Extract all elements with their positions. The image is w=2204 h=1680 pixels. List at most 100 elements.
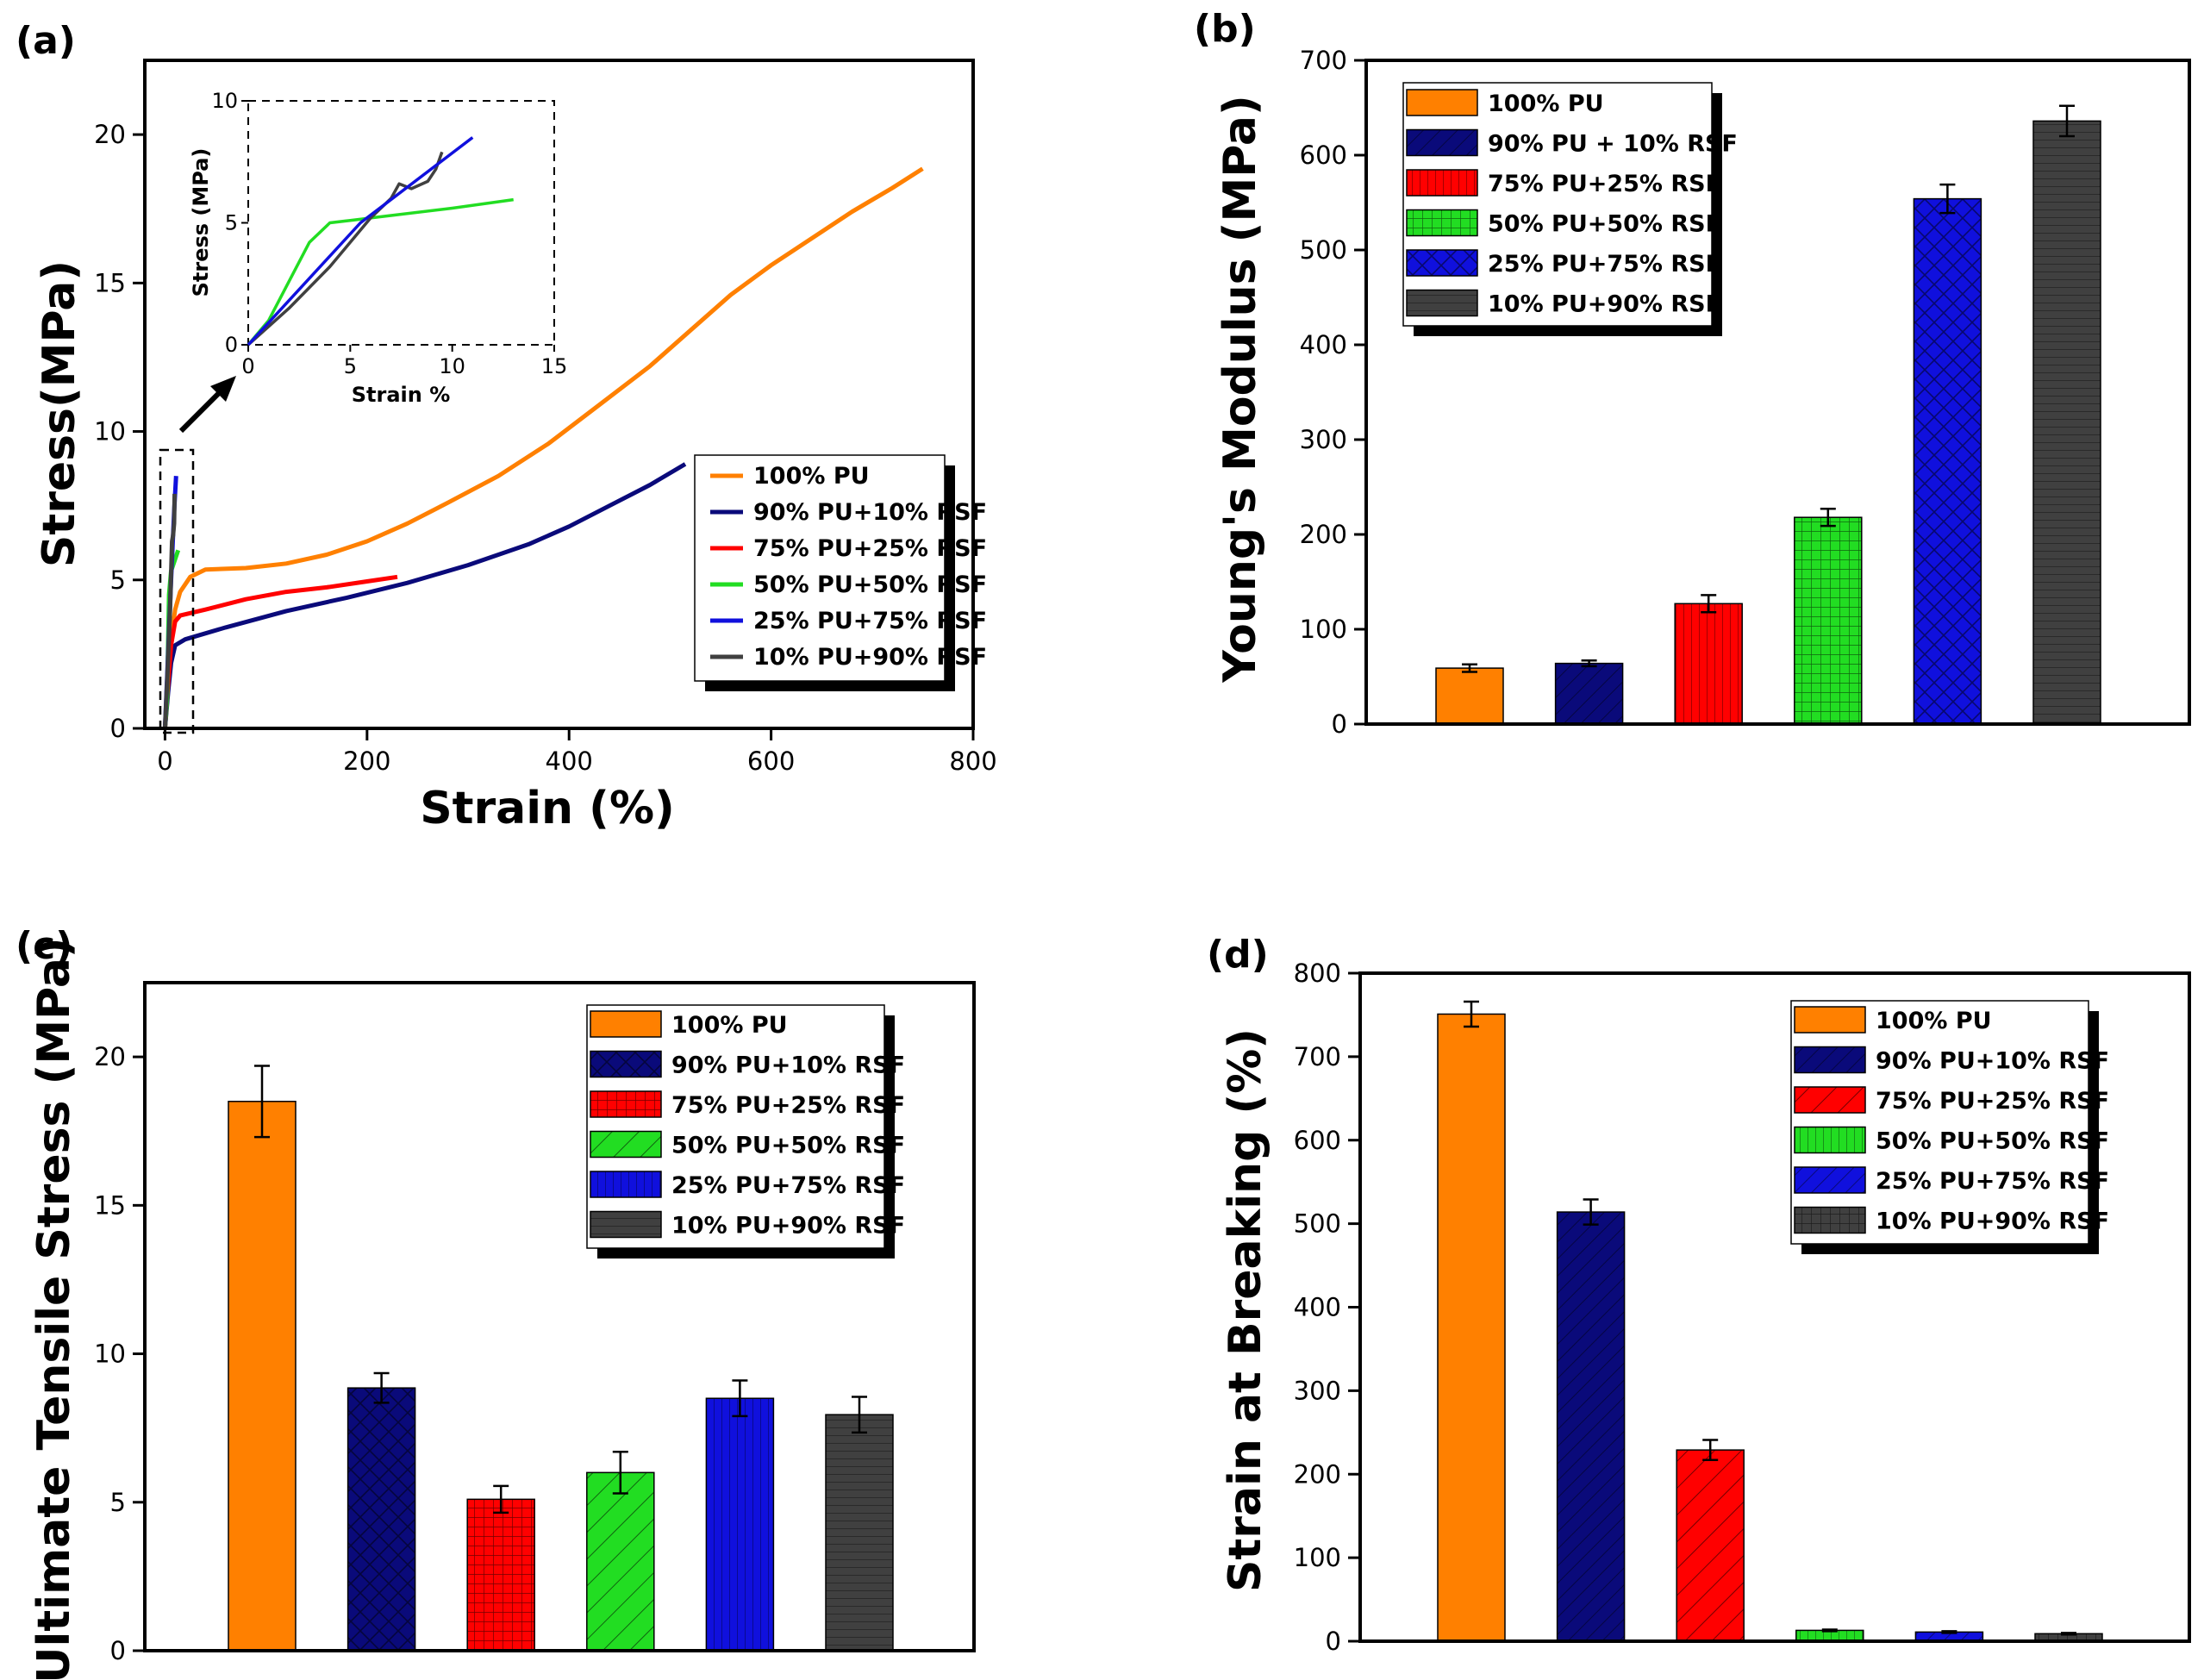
legend-swatch (1406, 89, 1478, 116)
panel-b-y-tick-label: 0 (1332, 709, 1347, 739)
panel-d-bars (1437, 1000, 2103, 1642)
legend-label: 75% PU+25% RSF (1488, 171, 1721, 197)
panel-d-bar-pattern (1915, 1632, 1983, 1641)
panel-d-y-tick-label: 100 (1294, 1543, 1341, 1572)
panel-a-legend-box (694, 454, 946, 682)
panel-c-legend-box (586, 1004, 885, 1249)
panel-c-y-tick-label: 10 (94, 1340, 126, 1369)
legend-swatch-pattern (1795, 1207, 1865, 1233)
panel-d-y-tick-label: 300 (1294, 1376, 1341, 1405)
inset-series-line (247, 136, 474, 347)
panel-d-legend-items: 100% PU 90% PU+10% RSF 75% PU+25% RSF 50% P… (1794, 1006, 2109, 1235)
legend-swatch-pattern (1795, 1046, 1865, 1073)
panel-c-y-tick-label: 20 (94, 1042, 126, 1071)
legend-label: 75% PU+25% RSF (1876, 1088, 2109, 1115)
panel-a-y-tick-label: 20 (94, 120, 126, 149)
panel-a-x-tick-label: 800 (949, 746, 996, 776)
panel-d-y-tick-label: 400 (1294, 1293, 1341, 1322)
panel-c-bars (228, 1065, 894, 1652)
legend-label: 25% PU+75% RSF (1876, 1168, 2109, 1195)
panel-b-y-tick-label: 300 (1300, 425, 1347, 454)
legend-label: 90% PU+10% RSF (1876, 1048, 2109, 1075)
panel-d-y-tick-label: 500 (1294, 1209, 1341, 1239)
panel-b-label: (b) (1194, 7, 1256, 51)
legend-label: 90% PU+10% RSF (753, 499, 987, 526)
panel-c-y-tick-label: 5 (110, 1488, 126, 1517)
legend-label: 100% PU (1488, 91, 1604, 117)
panel-c-bar-pattern (586, 1472, 654, 1651)
legend-label: 50% PU+50% RSF (1876, 1128, 2109, 1155)
panel-a-series-line (162, 493, 178, 729)
panel-b-y-tick-label: 600 (1300, 141, 1347, 170)
inset-series-lines (247, 136, 514, 347)
legend-swatch (1794, 1006, 1866, 1034)
legend-swatch-pattern (590, 1211, 661, 1238)
panel-b-bars (1435, 104, 2101, 725)
legend-swatch-pattern (590, 1171, 661, 1197)
panel-d-y-tick-label: 600 (1294, 1126, 1341, 1155)
panel-c: (c) Ultimate Tensile Stress (MPa) 0 5 10 15… (16, 924, 976, 1680)
legend-swatch-pattern (1407, 129, 1477, 156)
legend-label: 10% PU+90% RSF (671, 1213, 905, 1240)
legend-swatch-pattern (1407, 170, 1477, 196)
panel-b-legend-items: 100% PU 90% PU + 10% RSF 75% PU+25% RSF 50%… (1406, 89, 1738, 318)
legend-swatch-pattern (1795, 1087, 1865, 1113)
legend-label: 50% PU+50% RSF (671, 1133, 905, 1159)
panel-b-y-tick-label: 200 (1300, 520, 1347, 549)
panel-d-bar-pattern (2035, 1633, 2102, 1641)
legend-swatch (590, 1010, 662, 1038)
panel-b-bar-pattern (1555, 663, 1623, 724)
panel-c-ticks: 0 5 10 15 20 (94, 1042, 145, 1665)
panel-a-series-line (162, 462, 687, 729)
legend-label: 90% PU + 10% RSF (1488, 131, 1738, 158)
panel-c-legend: 100% PU 90% PU+10% RSF 75% PU+25% RSF 50% P… (586, 1004, 905, 1258)
panel-c-y-tick-label: 0 (110, 1636, 126, 1665)
panel-b-y-tick-label: 100 (1300, 615, 1347, 644)
panel-b-y-tick-label: 700 (1300, 46, 1347, 75)
panel-b-y-tick-label: 400 (1300, 330, 1347, 359)
inset-frame (247, 100, 555, 346)
panel-a-zoom-arrow-head (210, 376, 236, 402)
panel-c-y-axis-title: Ultimate Tensile Stress (MPa) (28, 937, 80, 1680)
panel-a-x-tick-label: 0 (157, 746, 172, 776)
legend-label: 100% PU (671, 1012, 788, 1039)
panel-a-x-tick-label: 400 (546, 746, 593, 776)
panel-d-bar-pattern (1676, 1450, 1745, 1641)
panel-a-series-lines (162, 166, 924, 729)
inset-y-tick-label: 10 (211, 89, 238, 113)
panel-d-y-axis-title: Strain at Breaking (%) (1220, 1028, 1271, 1592)
legend-label: 10% PU+90% RSF (1488, 291, 1721, 318)
panel-a-y-axis-title: Stress(MPa) (34, 260, 85, 567)
inset-x-tick-label: 5 (344, 354, 357, 378)
legend-label: 25% PU+75% RSF (753, 608, 987, 634)
panel-b-legend-box (1402, 82, 1713, 327)
panel-a-legend-items: 100% PU 90% PU+10% RSF 75% PU+25% RSF 50% P… (710, 463, 987, 671)
panel-b-bar-pattern (1794, 517, 1862, 724)
panel-a-y-tick-label: 0 (110, 714, 126, 743)
panel-a-series-line (162, 166, 924, 729)
panel-b-bar (1435, 667, 1504, 725)
legend-label: 100% PU (1876, 1008, 1992, 1034)
panel-b-plot-frame (1364, 59, 2191, 726)
inset-x-tick-label: 10 (439, 354, 465, 378)
panel-d-y-tick-label: 0 (1326, 1627, 1341, 1656)
legend-swatch-pattern (1407, 250, 1477, 276)
panel-a-x-tick-label: 200 (343, 746, 390, 776)
panel-c-bar-pattern (347, 1388, 415, 1651)
panel-b-bar-pattern (1914, 198, 1982, 725)
panel-a-y-tick-label: 15 (94, 268, 126, 297)
panel-d-ticks: 0 100 200 300 400 500 600 700 800 (1294, 959, 1360, 1656)
panel-a-zoom-arrow (178, 387, 225, 434)
legend-swatch-pattern (1795, 1127, 1865, 1153)
panel-b-ticks: 0 100 200 300 400 500 600 700 (1300, 46, 1366, 739)
legend-label: 50% PU+50% RSF (1488, 211, 1721, 238)
legend-label: 25% PU+75% RSF (671, 1172, 905, 1199)
panel-b-bar-pattern (1675, 603, 1743, 724)
panel-c-bar-pattern (467, 1499, 535, 1651)
panel-c-bar-pattern (706, 1398, 774, 1651)
panel-d-legend: 100% PU 90% PU+10% RSF 75% PU+25% RSF 50% P… (1790, 1000, 2109, 1254)
panel-a-series-line (162, 574, 398, 729)
inset-x-axis-title: Strain % (352, 383, 451, 407)
panel-a-zoom-region-box (159, 448, 195, 734)
